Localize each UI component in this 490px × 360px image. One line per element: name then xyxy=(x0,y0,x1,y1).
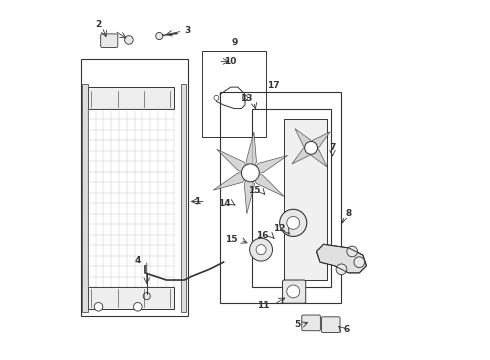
Text: 3: 3 xyxy=(185,26,191,35)
Text: 1: 1 xyxy=(194,197,200,206)
Text: 17: 17 xyxy=(267,81,279,90)
Bar xyxy=(181,84,186,312)
Bar xyxy=(88,87,173,109)
Text: 14: 14 xyxy=(218,199,231,208)
Bar xyxy=(202,51,267,137)
Text: 2: 2 xyxy=(96,20,101,29)
Circle shape xyxy=(354,257,365,267)
Circle shape xyxy=(134,302,142,311)
Text: 15: 15 xyxy=(248,186,260,195)
FancyBboxPatch shape xyxy=(283,280,306,303)
Text: 12: 12 xyxy=(273,224,286,233)
Circle shape xyxy=(256,245,266,255)
Polygon shape xyxy=(317,244,367,273)
Circle shape xyxy=(214,95,219,100)
Polygon shape xyxy=(311,148,327,167)
Text: 5: 5 xyxy=(294,320,300,329)
Text: 8: 8 xyxy=(345,210,351,219)
Polygon shape xyxy=(250,156,288,173)
Text: 15: 15 xyxy=(225,235,238,244)
Circle shape xyxy=(336,264,347,275)
Bar xyxy=(252,109,331,287)
Text: 11: 11 xyxy=(258,301,270,310)
Polygon shape xyxy=(311,132,330,148)
Circle shape xyxy=(243,95,247,100)
Circle shape xyxy=(156,32,163,40)
Polygon shape xyxy=(295,129,311,148)
Text: 6: 6 xyxy=(343,325,349,334)
Bar xyxy=(284,119,327,280)
FancyBboxPatch shape xyxy=(321,317,340,333)
Text: 4: 4 xyxy=(135,256,142,265)
Circle shape xyxy=(124,36,133,44)
Circle shape xyxy=(347,246,358,257)
FancyBboxPatch shape xyxy=(302,315,320,331)
Circle shape xyxy=(280,209,307,237)
Circle shape xyxy=(305,141,318,154)
Circle shape xyxy=(287,216,300,229)
Polygon shape xyxy=(217,149,250,173)
Text: 7: 7 xyxy=(329,143,336,152)
Circle shape xyxy=(249,238,272,261)
FancyBboxPatch shape xyxy=(100,34,118,48)
Bar xyxy=(220,93,342,303)
Polygon shape xyxy=(292,148,311,164)
Polygon shape xyxy=(213,173,250,190)
Circle shape xyxy=(242,164,259,182)
Polygon shape xyxy=(250,173,284,197)
Text: 16: 16 xyxy=(256,231,269,240)
Bar xyxy=(81,59,188,316)
Text: 13: 13 xyxy=(240,94,252,103)
Circle shape xyxy=(94,302,103,311)
Text: 9: 9 xyxy=(231,38,238,47)
Bar xyxy=(82,84,88,312)
Circle shape xyxy=(143,293,150,300)
Circle shape xyxy=(287,285,300,298)
Bar xyxy=(88,287,173,309)
Polygon shape xyxy=(246,132,257,173)
Text: 10: 10 xyxy=(223,57,236,66)
Polygon shape xyxy=(244,173,255,214)
